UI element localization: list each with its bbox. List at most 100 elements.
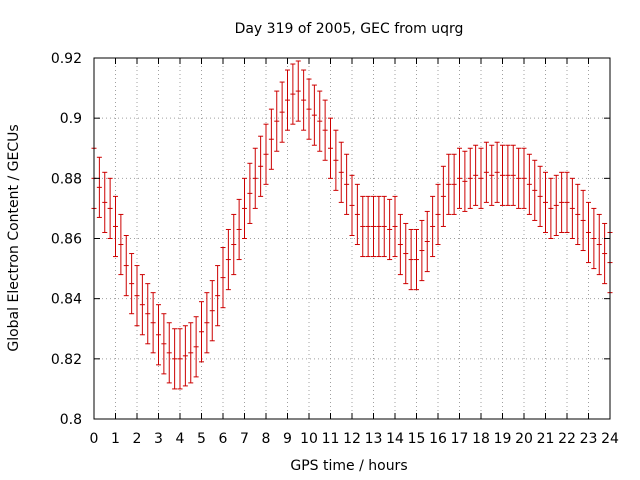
data-point [349, 174, 355, 236]
x-tick-label: 24 [601, 431, 619, 447]
data-point [344, 153, 350, 215]
data-point [467, 147, 473, 209]
x-tick-label: 8 [262, 431, 271, 447]
x-tick-label: 0 [90, 431, 99, 447]
data-point [113, 195, 118, 258]
data-point [188, 322, 194, 384]
data-point [306, 78, 312, 140]
data-point [559, 171, 565, 233]
y-tick-label: 0.82 [51, 352, 82, 368]
data-point [236, 198, 242, 261]
x-tick-label: 17 [451, 431, 469, 447]
x-tick-label: 20 [515, 431, 533, 447]
data-point [118, 213, 124, 276]
data-point [548, 177, 554, 239]
data-point [403, 222, 409, 285]
data-point [263, 123, 269, 185]
data-point [333, 129, 339, 191]
chart-title: Day 319 of 2005, GEC from uqrg [235, 21, 464, 37]
data-point [354, 183, 360, 246]
data-point [231, 213, 237, 276]
data-point [215, 265, 221, 327]
data-point [500, 144, 505, 206]
x-tick-label: 18 [472, 431, 490, 447]
data-point [252, 147, 258, 209]
x-tick-label: 13 [365, 431, 383, 447]
data-point [446, 153, 452, 215]
data-point [591, 207, 597, 270]
data-point [322, 99, 328, 161]
y-tick-label: 0.92 [51, 51, 82, 67]
data-point [575, 183, 581, 246]
data-point [177, 328, 183, 390]
data-point [209, 280, 215, 342]
data-point [129, 253, 135, 315]
data-point [139, 274, 145, 336]
data-point [107, 177, 113, 239]
data-point [414, 228, 419, 291]
data-point [102, 171, 108, 233]
data-point [134, 265, 140, 327]
data-point [543, 171, 548, 233]
data-point [96, 156, 102, 218]
data-point [569, 177, 575, 239]
data-point [387, 198, 393, 261]
x-tick-label: 9 [283, 431, 292, 447]
data-point [457, 147, 462, 209]
y-tick-label: 0.9 [60, 111, 82, 127]
data-point [408, 228, 414, 291]
x-tick-label: 4 [176, 431, 185, 447]
data-point [279, 81, 285, 143]
data-point [473, 144, 479, 206]
data-point [392, 195, 398, 258]
data-point [526, 153, 532, 215]
data-point [268, 108, 274, 170]
gec-series [91, 60, 613, 390]
data-point [274, 90, 280, 152]
data-point [424, 210, 430, 273]
data-point [510, 144, 516, 206]
data-point [521, 147, 527, 209]
data-point [156, 304, 161, 366]
data-point [580, 189, 586, 252]
data-point [451, 153, 457, 215]
data-point [494, 141, 500, 203]
data-point [478, 147, 484, 209]
data-point [532, 159, 538, 221]
y-tick-label: 0.84 [51, 292, 82, 308]
axis-ticks: 0 1 2 3 4 5 6 7 8 9 10 11 12 13 14 15 16 17 18 19 20 21 22 23 24… [51, 51, 619, 447]
data-point [166, 322, 172, 384]
x-tick-label: 12 [343, 431, 361, 447]
data-point [371, 195, 376, 258]
x-tick-label: 2 [133, 431, 142, 447]
data-point [365, 195, 371, 258]
data-point [586, 201, 591, 264]
data-point [537, 165, 543, 227]
data-point [150, 292, 156, 354]
data-point [193, 316, 199, 378]
data-point [317, 90, 323, 152]
data-point [328, 117, 333, 179]
data-point [123, 234, 129, 297]
x-tick-label: 11 [322, 431, 340, 447]
x-axis-label: GPS time / hours [290, 458, 407, 474]
data-point [247, 162, 253, 224]
data-point [290, 63, 296, 125]
data-point [462, 150, 468, 212]
data-point [172, 328, 178, 390]
data-point [602, 222, 608, 285]
data-point [360, 195, 366, 258]
data-point [199, 301, 204, 363]
data-point [311, 84, 317, 146]
data-point [376, 195, 382, 258]
data-point [204, 292, 210, 354]
x-tick-label: 7 [240, 431, 249, 447]
x-tick-label: 1 [111, 431, 120, 447]
y-tick-label: 0.86 [51, 232, 82, 248]
data-point [596, 213, 602, 276]
data-point [225, 228, 231, 291]
y-tick-label: 0.88 [51, 171, 82, 187]
data-point [145, 283, 151, 345]
